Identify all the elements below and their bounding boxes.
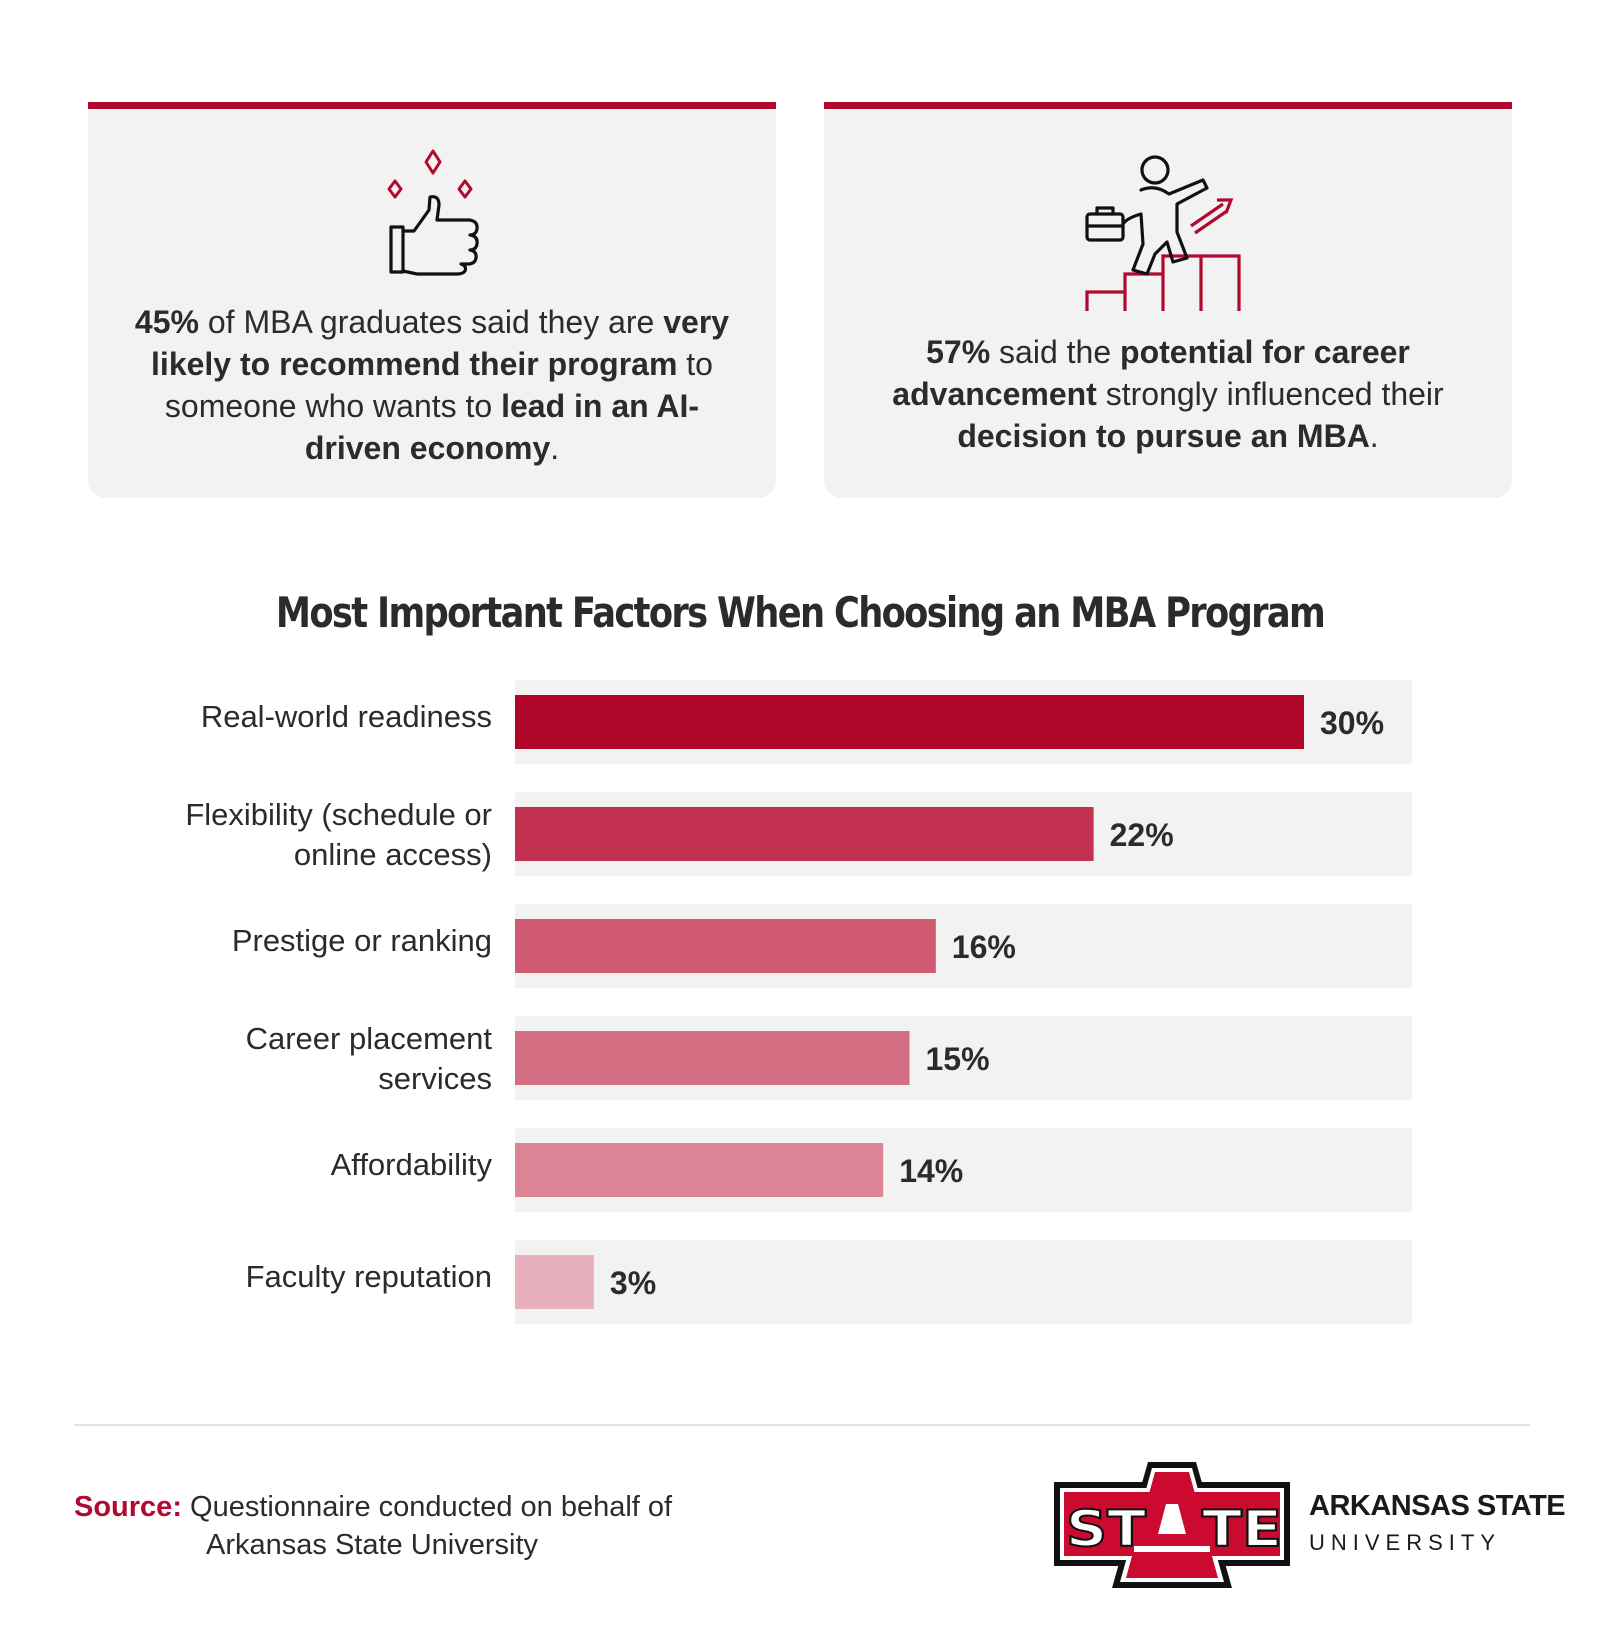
category-label: Flexibility (schedule or online access) xyxy=(185,797,492,872)
stat-value: 45% xyxy=(134,304,199,340)
bar xyxy=(515,807,1094,861)
category-label: Career placement services xyxy=(246,1021,493,1096)
stat-card-recommend: 45% of MBA graduates said they are very … xyxy=(88,102,776,498)
divider xyxy=(74,1424,1530,1426)
bar xyxy=(515,695,1304,749)
chart-title: Most Important Factors When Choosing an … xyxy=(275,588,1326,637)
bar xyxy=(515,1143,884,1197)
svg-text:ST: ST xyxy=(1066,1500,1146,1558)
category-label: Real-world readiness xyxy=(201,699,492,734)
source-note: Source: Questionnaire conducted on behal… xyxy=(74,1488,672,1564)
value-label: 15% xyxy=(926,1041,990,1077)
source-label: Source: xyxy=(74,1491,182,1523)
bar xyxy=(515,919,936,973)
source-text: Questionnaire conducted on behalf of xyxy=(181,1491,673,1523)
stat-text: 45% of MBA graduates said they are very … xyxy=(134,304,730,466)
svg-text:TE: TE xyxy=(1202,1500,1282,1558)
bar xyxy=(515,1255,594,1309)
bar-chart: 30% Real-world readiness 22% Flexibility (s… xyxy=(185,680,1412,1324)
category-label: Faculty reputation xyxy=(246,1259,492,1294)
bar-track xyxy=(515,1240,1412,1324)
thumbs-up-sparkle-icon xyxy=(387,149,479,276)
value-label: 16% xyxy=(952,929,1016,965)
state-wordmark-logo: ST TE xyxy=(1054,1462,1290,1588)
category-label: Affordability xyxy=(331,1147,493,1182)
value-label: 22% xyxy=(1110,817,1174,853)
stat-text: 57% said the potential for career advanc… xyxy=(892,334,1444,454)
arkansas-state-logo: ST TE ARKANSAS STATE UNIVERSITY xyxy=(1052,1462,1566,1588)
bar xyxy=(515,1031,910,1085)
university-subtitle: UNIVERSITY xyxy=(1309,1530,1502,1555)
value-label: 14% xyxy=(899,1153,963,1189)
stat-value: 57% xyxy=(926,334,991,370)
category-label: Prestige or ranking xyxy=(232,923,492,958)
stat-card-career: 57% said the potential for career advanc… xyxy=(824,102,1512,498)
value-label: 3% xyxy=(610,1265,656,1301)
career-ladder-climber-icon xyxy=(1085,155,1241,311)
value-label: 30% xyxy=(1320,705,1384,741)
source-text-line2: Arkansas State University xyxy=(206,1529,539,1561)
university-name: ARKANSAS STATE xyxy=(1309,1490,1566,1522)
